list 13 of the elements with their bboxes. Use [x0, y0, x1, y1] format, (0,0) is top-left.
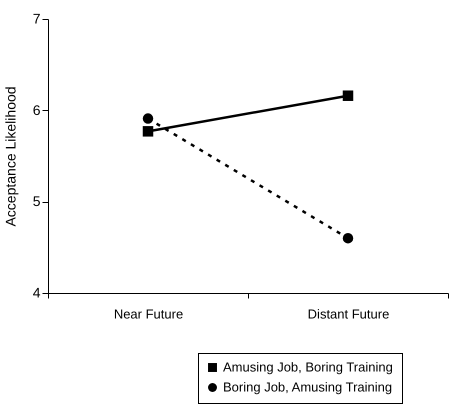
- point: [142, 126, 154, 137]
- x-tick-label: Distant Future: [308, 306, 390, 322]
- point: [142, 113, 154, 124]
- y-tick-label: 5: [32, 193, 41, 210]
- x-tick-label: Near Future: [114, 306, 184, 322]
- y-tick-label: 6: [32, 102, 41, 118]
- y-tick-label: 7: [32, 10, 41, 26]
- point: [342, 232, 354, 244]
- point: [342, 90, 354, 101]
- legend-label: Amusing Job, Boring Training: [223, 360, 393, 374]
- legend-label: Boring Job, Amusing Training: [223, 380, 392, 394]
- y-tick-label: 4: [32, 284, 41, 300]
- y-axis-title: Acceptance Likelihood: [2, 86, 19, 227]
